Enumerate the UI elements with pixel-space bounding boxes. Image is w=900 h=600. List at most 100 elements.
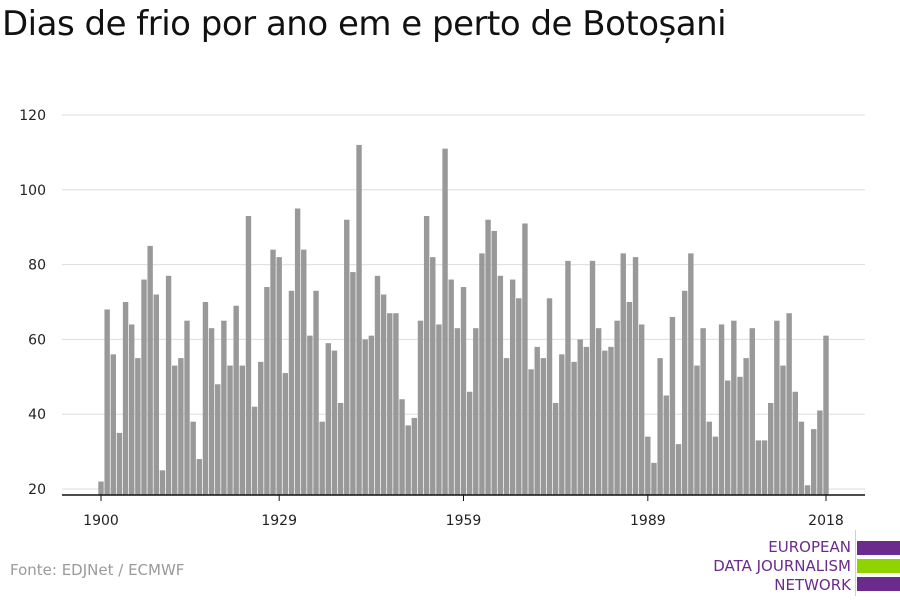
y-tick-label: 120 xyxy=(19,108,46,124)
y-tick-label: 80 xyxy=(28,258,46,274)
bar-1968 xyxy=(516,298,522,495)
bar-1925 xyxy=(251,406,258,495)
bar-2003 xyxy=(731,320,737,495)
bar-2000 xyxy=(712,436,719,495)
bar-1939 xyxy=(337,402,344,495)
bar-1933 xyxy=(301,249,307,495)
bar-1937 xyxy=(325,343,332,495)
bar-1927 xyxy=(264,287,270,495)
bar-1957 xyxy=(448,279,454,495)
bar-2004 xyxy=(737,376,743,495)
bar-1980 xyxy=(589,260,596,495)
bar-1991 xyxy=(657,358,663,495)
bar-1948 xyxy=(393,313,399,495)
bar-1913 xyxy=(178,358,184,495)
bar-1943 xyxy=(362,339,368,495)
bar-1959 xyxy=(460,287,467,495)
bar-1954 xyxy=(430,257,436,495)
bar-2010 xyxy=(774,320,780,495)
bar-1905 xyxy=(129,324,135,495)
y-tick-label: 100 xyxy=(19,183,46,199)
bar-1917 xyxy=(202,302,209,495)
bar-2015 xyxy=(804,485,811,495)
bar-1990 xyxy=(651,462,657,495)
bar-1910 xyxy=(159,470,166,495)
y-tick-label: 60 xyxy=(28,332,46,348)
logo-bar-purple-top xyxy=(857,541,900,555)
bar-1931 xyxy=(288,290,295,495)
bar-1973 xyxy=(546,298,553,495)
bar-1997 xyxy=(694,365,700,495)
bar-1952 xyxy=(417,320,424,495)
bar-1947 xyxy=(387,313,393,495)
bar-1977 xyxy=(571,361,577,495)
bar-1934 xyxy=(307,335,313,495)
bar-1966 xyxy=(503,358,510,495)
bar-1950 xyxy=(405,425,411,495)
bar-1956 xyxy=(442,148,448,495)
bar-1974 xyxy=(552,402,559,495)
logo-bar-purple-bottom xyxy=(857,577,900,591)
bar-1988 xyxy=(638,324,645,495)
bar-1902 xyxy=(110,354,116,495)
bar-1903 xyxy=(116,432,123,495)
bar-2018 xyxy=(823,335,829,495)
bar-1923 xyxy=(239,365,246,495)
x-tick-label: 2018 xyxy=(808,513,844,529)
bar-1965 xyxy=(497,275,504,495)
bar-1971 xyxy=(534,346,540,495)
bar-1914 xyxy=(184,320,190,495)
bar-1958 xyxy=(454,328,461,495)
x-tick-label: 1900 xyxy=(83,513,119,529)
bar-2001 xyxy=(718,324,725,495)
bar-1945 xyxy=(374,275,381,495)
bar-1979 xyxy=(583,346,590,495)
bar-1907 xyxy=(141,279,147,495)
bar-1924 xyxy=(245,215,252,496)
bar-1981 xyxy=(595,328,602,495)
bar-2017 xyxy=(817,410,823,495)
bar-1920 xyxy=(221,320,227,495)
logo-line-2: DATA JOURNALISM xyxy=(713,557,851,575)
bar-1964 xyxy=(491,230,497,495)
bar-1941 xyxy=(350,272,356,495)
bar-1982 xyxy=(602,350,608,495)
bar-1953 xyxy=(423,215,430,496)
bar-1944 xyxy=(368,335,375,495)
bar-1932 xyxy=(294,208,301,495)
bar-1987 xyxy=(632,257,639,495)
bar-1961 xyxy=(473,328,479,495)
bar-1926 xyxy=(258,361,264,495)
bar-2006 xyxy=(749,328,755,495)
edjnet-logo: EUROPEAN DATA JOURNALISM NETWORK xyxy=(700,530,900,596)
bars xyxy=(98,144,829,496)
bar-1930 xyxy=(282,373,289,495)
x-axis: 1900 1929 1959 1989 2018 xyxy=(62,494,865,529)
bar-2011 xyxy=(780,365,786,495)
bar-1915 xyxy=(190,421,196,495)
bar-1978 xyxy=(577,339,583,495)
bar-1998 xyxy=(700,328,706,495)
bar-1989 xyxy=(645,436,651,495)
bar-1975 xyxy=(559,354,565,495)
logo-bar-green xyxy=(857,559,900,573)
bar-1963 xyxy=(485,219,491,495)
logo-divider xyxy=(855,530,856,596)
bar-2005 xyxy=(743,358,749,495)
bar-1908 xyxy=(147,245,153,495)
bar-1929 xyxy=(276,257,282,495)
bar-1901 xyxy=(104,309,110,495)
bar-1921 xyxy=(227,365,233,495)
bar-2012 xyxy=(786,313,792,495)
bar-1906 xyxy=(135,358,141,495)
bar-1970 xyxy=(528,369,534,495)
bar-2007 xyxy=(755,440,762,495)
bar-1951 xyxy=(411,417,418,495)
logo-line-1: EUROPEAN xyxy=(768,538,851,556)
bar-1936 xyxy=(319,421,325,495)
bar-1928 xyxy=(270,249,276,495)
bar-1976 xyxy=(565,260,571,495)
bar-1983 xyxy=(608,346,614,495)
bar-1909 xyxy=(153,294,159,495)
bar-1916 xyxy=(196,459,203,495)
